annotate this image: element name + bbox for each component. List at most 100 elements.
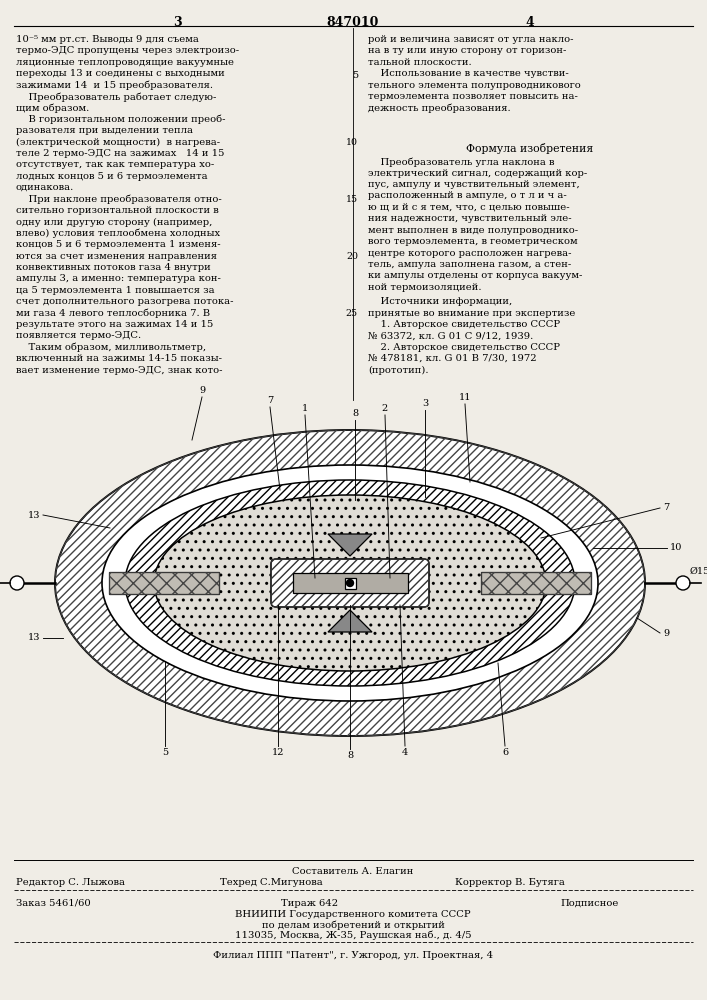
Text: ми газа 4 левого теплосборника 7. В: ми газа 4 левого теплосборника 7. В — [16, 309, 210, 318]
Text: ца 5 термоэлемента 1 повышается за: ца 5 термоэлемента 1 повышается за — [16, 286, 215, 295]
FancyBboxPatch shape — [271, 559, 429, 607]
Ellipse shape — [125, 480, 575, 686]
Text: 5: 5 — [352, 71, 358, 80]
Text: центре которого расположен нагрева-: центре которого расположен нагрева- — [368, 248, 571, 257]
Text: Филиал ППП "Патент", г. Ужгород, ул. Проектная, 4: Филиал ППП "Патент", г. Ужгород, ул. Про… — [213, 951, 493, 960]
Text: дежность преобразования.: дежность преобразования. — [368, 103, 510, 113]
Polygon shape — [328, 610, 372, 632]
Text: счет дополнительного разогрева потока-: счет дополнительного разогрева потока- — [16, 297, 233, 306]
Text: одну или другую сторону (например,: одну или другую сторону (например, — [16, 217, 212, 227]
Text: по делам изобретений и открытий: по делам изобретений и открытий — [262, 920, 445, 930]
Ellipse shape — [55, 430, 645, 736]
Text: (прототип).: (прототип). — [368, 365, 428, 375]
Text: Подписное: Подписное — [560, 899, 619, 908]
Text: ляционные теплопроводящие вакуумные: ляционные теплопроводящие вакуумные — [16, 58, 234, 67]
Bar — [481, 572, 591, 594]
Text: появляется термо-ЭДС.: появляется термо-ЭДС. — [16, 331, 141, 340]
Text: пус, ампулу и чувствительный элемент,: пус, ампулу и чувствительный элемент, — [368, 180, 580, 189]
Text: вого термоэлемента, в геометрическом: вого термоэлемента, в геометрическом — [368, 237, 578, 246]
Text: результате этого на зажимах 14 и 15: результате этого на зажимах 14 и 15 — [16, 320, 214, 329]
Text: Формула изобретения: Формула изобретения — [467, 143, 594, 154]
Text: 4: 4 — [525, 16, 534, 29]
Text: мент выполнен в виде полупроводнико-: мент выполнен в виде полупроводнико- — [368, 226, 578, 235]
Text: 7: 7 — [267, 396, 273, 405]
Text: ю щ и й с я тем, что, с целью повыше-: ю щ и й с я тем, что, с целью повыше- — [368, 203, 570, 212]
Text: тель, ампула заполнена газом, а стен-: тель, ампула заполнена газом, а стен- — [368, 260, 571, 269]
Text: одинакова.: одинакова. — [16, 183, 74, 192]
Text: 2: 2 — [382, 404, 388, 413]
Text: ются за счет изменения направления: ются за счет изменения направления — [16, 252, 217, 261]
Text: Корректор В. Бутяга: Корректор В. Бутяга — [455, 878, 565, 887]
Text: электрический сигнал, содержащий кор-: электрический сигнал, содержащий кор- — [368, 169, 588, 178]
Text: 13: 13 — [28, 510, 40, 520]
Text: Техред С.Мигунова: Техред С.Мигунова — [220, 878, 323, 887]
Text: (электрической мощности)  в нагрева-: (электрической мощности) в нагрева- — [16, 138, 220, 147]
Text: 9: 9 — [663, 629, 669, 638]
Text: тельного элемента полупроводникового: тельного элемента полупроводникового — [368, 81, 580, 90]
Text: 25: 25 — [346, 309, 358, 318]
Text: 9: 9 — [199, 386, 205, 395]
Text: 13: 13 — [28, 634, 40, 643]
Text: 3: 3 — [422, 399, 428, 408]
Ellipse shape — [154, 495, 546, 671]
Text: 7: 7 — [663, 504, 670, 512]
Text: 2. Авторское свидетельство СССР: 2. Авторское свидетельство СССР — [368, 343, 560, 352]
Text: термо-ЭДС пропущены через электроизо-: термо-ЭДС пропущены через электроизо- — [16, 46, 239, 55]
Text: Редактор С. Лыжова: Редактор С. Лыжова — [16, 878, 125, 887]
Text: Составитель А. Елагин: Составитель А. Елагин — [292, 867, 414, 876]
Text: 3: 3 — [173, 16, 181, 29]
Text: 5: 5 — [162, 748, 168, 757]
Text: ВНИИПИ Государственного комитета СССР: ВНИИПИ Государственного комитета СССР — [235, 910, 471, 919]
Text: щим образом.: щим образом. — [16, 103, 89, 113]
Text: влево) условия теплообмена холодных: влево) условия теплообмена холодных — [16, 229, 220, 238]
Text: зажимами 14  и 15 преобразователя.: зажимами 14 и 15 преобразователя. — [16, 81, 213, 90]
Text: 847010: 847010 — [327, 16, 379, 29]
Text: 20: 20 — [346, 252, 358, 261]
Text: № 63372, кл. G 01 С 9/12, 1939.: № 63372, кл. G 01 С 9/12, 1939. — [368, 331, 533, 340]
Text: Тираж 642: Тираж 642 — [281, 899, 339, 908]
Circle shape — [676, 576, 690, 590]
Text: 11: 11 — [459, 393, 472, 402]
Text: конвективных потоков газа 4 внутри: конвективных потоков газа 4 внутри — [16, 263, 211, 272]
Text: 8: 8 — [347, 751, 353, 760]
Bar — [293, 573, 407, 593]
Text: тальной плоскости.: тальной плоскости. — [368, 58, 472, 67]
Text: 1: 1 — [302, 404, 308, 413]
Text: ной термоизоляцией.: ной термоизоляцией. — [368, 283, 481, 292]
Text: ки ампулы отделены от корпуса вакуум-: ки ампулы отделены от корпуса вакуум- — [368, 271, 583, 280]
Circle shape — [10, 576, 24, 590]
Text: 15: 15 — [346, 195, 358, 204]
Text: 8: 8 — [352, 409, 358, 418]
Text: 12: 12 — [271, 748, 284, 757]
Text: 10⁻⁵ мм рт.ст. Выводы 9 для съема: 10⁻⁵ мм рт.ст. Выводы 9 для съема — [16, 35, 199, 44]
Text: концов 5 и 6 термоэлемента 1 изменя-: концов 5 и 6 термоэлемента 1 изменя- — [16, 240, 221, 249]
Text: переходы 13 и соединены с выходными: переходы 13 и соединены с выходными — [16, 69, 225, 78]
Bar — [481, 572, 591, 594]
Text: 14: 14 — [0, 566, 1, 576]
Bar — [109, 572, 219, 594]
Text: разователя при выделении тепла: разователя при выделении тепла — [16, 126, 193, 135]
Bar — [344, 578, 356, 588]
Text: отсутствует, так как температура хо-: отсутствует, так как температура хо- — [16, 160, 214, 169]
Text: 10: 10 — [670, 544, 682, 552]
Text: расположенный в ампуле, о т л и ч а-: расположенный в ампуле, о т л и ч а- — [368, 192, 567, 200]
Text: ампулы 3, а именно: температура кон-: ампулы 3, а именно: температура кон- — [16, 274, 221, 283]
Text: теле 2 термо-ЭДС на зажимах   14 и 15: теле 2 термо-ЭДС на зажимах 14 и 15 — [16, 149, 225, 158]
Polygon shape — [328, 534, 372, 556]
Bar — [109, 572, 219, 594]
Text: 6: 6 — [502, 748, 508, 757]
Circle shape — [346, 580, 354, 586]
Text: термоэлемента позволяет повысить на-: термоэлемента позволяет повысить на- — [368, 92, 578, 101]
Text: 1. Авторское свидетельство СССР: 1. Авторское свидетельство СССР — [368, 320, 560, 329]
Ellipse shape — [102, 465, 598, 701]
Text: Преобразователь работает следую-: Преобразователь работает следую- — [16, 92, 216, 102]
Text: на в ту или иную сторону от горизон-: на в ту или иную сторону от горизон- — [368, 46, 566, 55]
Text: вает изменение термо-ЭДС, знак кото-: вает изменение термо-ЭДС, знак кото- — [16, 366, 223, 375]
Text: Таким образом, милливольтметр,: Таким образом, милливольтметр, — [16, 343, 206, 352]
Text: При наклоне преобразователя отно-: При наклоне преобразователя отно- — [16, 195, 222, 204]
Text: лодных концов 5 и 6 термоэлемента: лодных концов 5 и 6 термоэлемента — [16, 172, 208, 181]
Text: Источники информации,: Источники информации, — [368, 297, 513, 306]
Text: 10: 10 — [346, 138, 358, 147]
Text: 4: 4 — [402, 748, 408, 757]
Text: Использование в качестве чувстви-: Использование в качестве чувстви- — [368, 69, 568, 78]
